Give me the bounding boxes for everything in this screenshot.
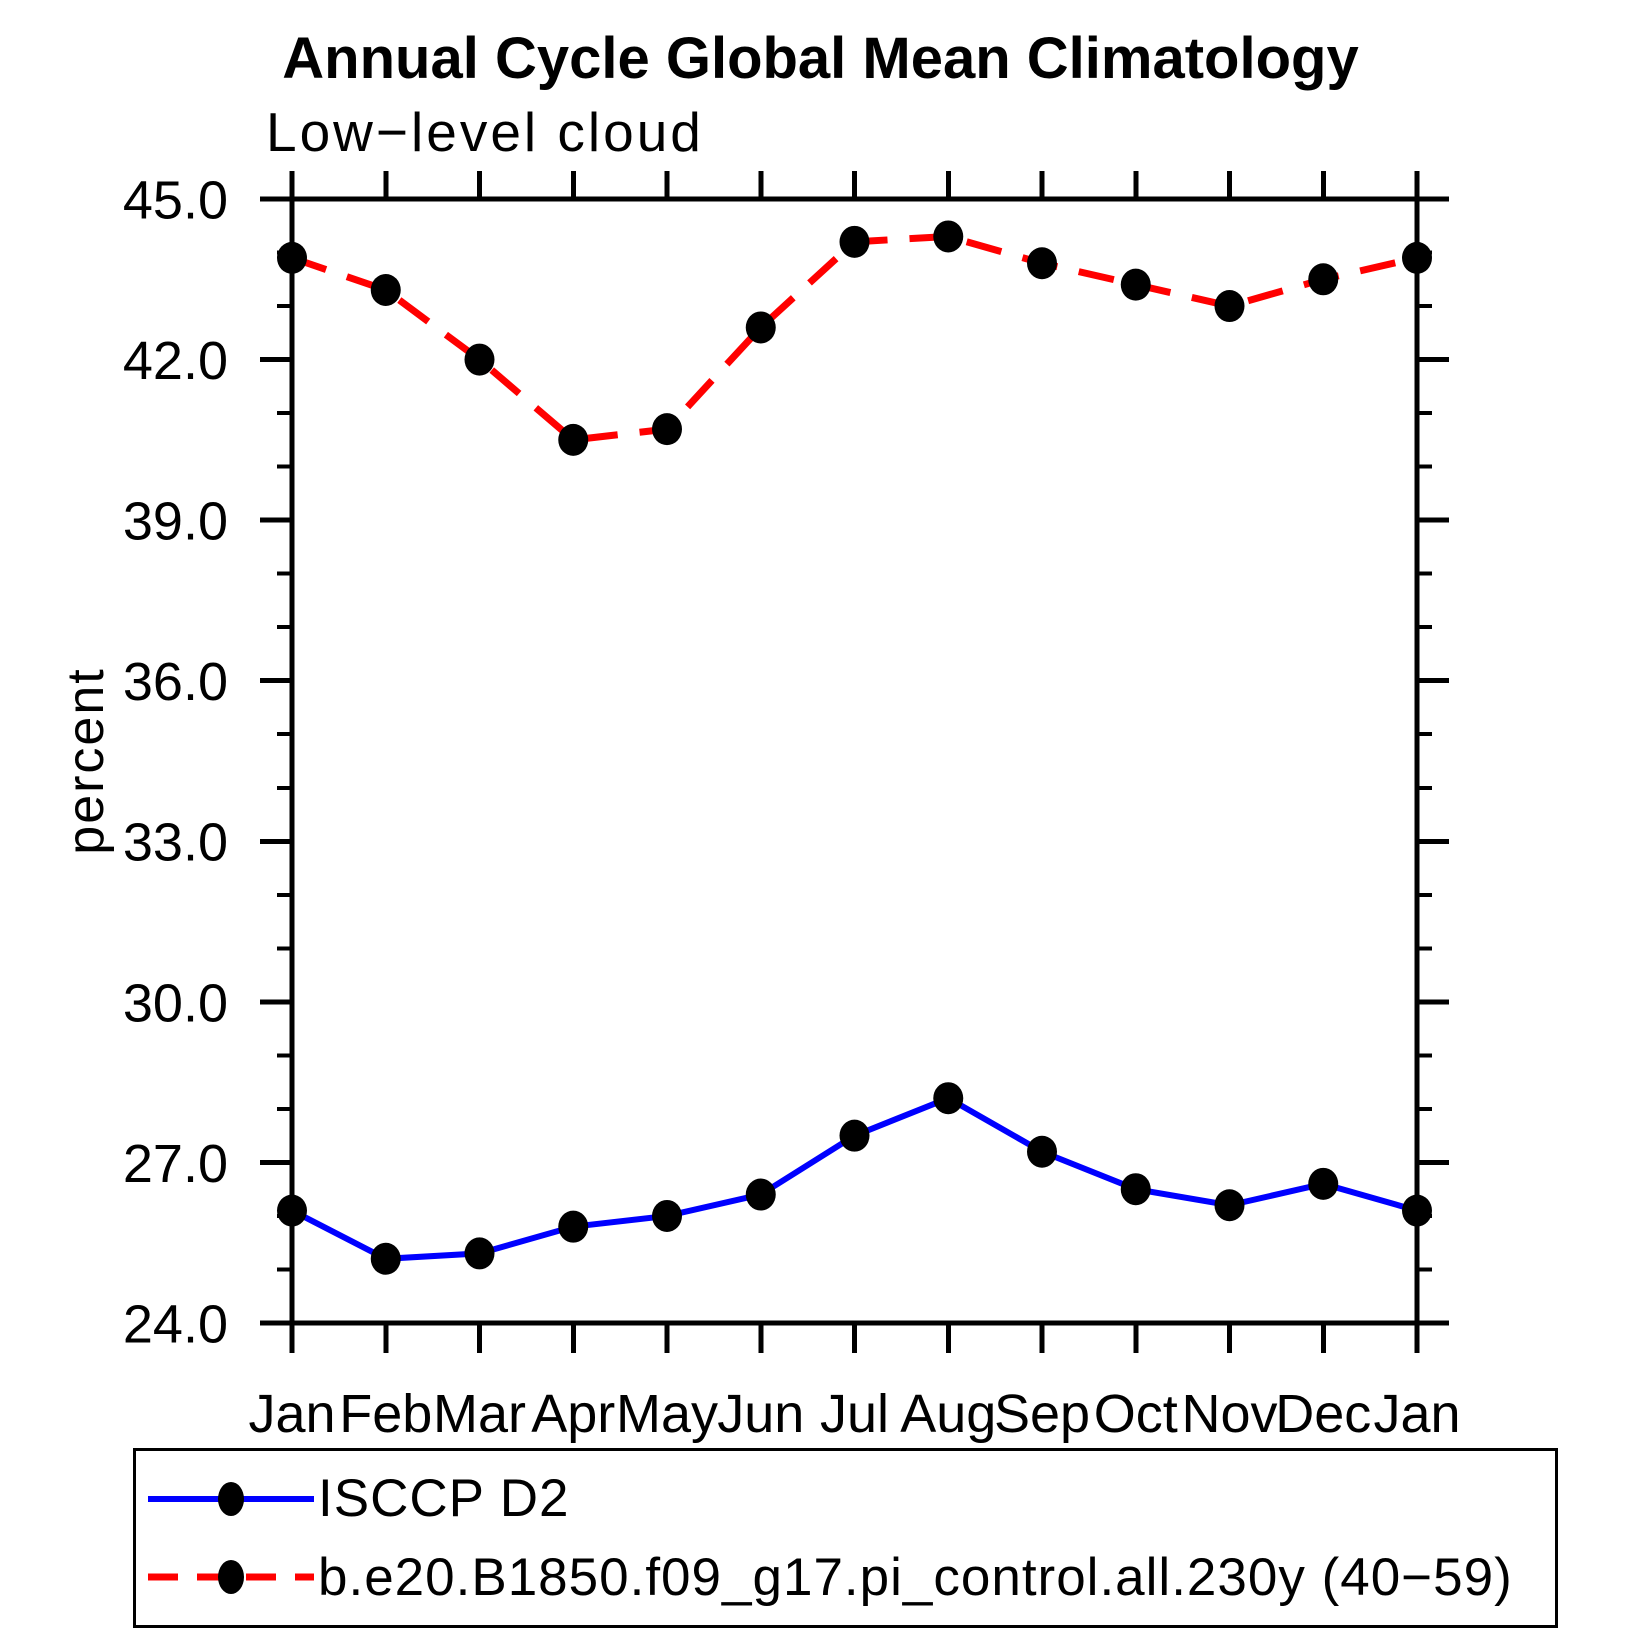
data-point-marker [1308,1167,1339,1200]
x-tick-label: Apr [531,1384,615,1444]
data-point-marker [839,225,870,258]
data-point-marker [558,1210,589,1243]
data-point-marker [464,1237,495,1270]
x-tick-label: Sep [994,1384,1090,1444]
x-tick-label: Nov [1181,1384,1277,1444]
y-tick-label: 30.0 [123,973,228,1033]
legend-marker-dot [218,1481,244,1516]
x-tick-label: Dec [1275,1384,1371,1444]
series-isccp-d2 [277,1082,1432,1275]
data-point-marker [1402,1194,1432,1227]
x-tick-label: Oct [1094,1384,1178,1444]
legend-item: ISCCP D2 [147,1468,1555,1529]
y-tick-label: 45.0 [123,170,228,230]
x-tick-label: Jul [820,1384,889,1444]
series-model-control [277,220,1432,456]
data-point-marker [464,343,495,376]
y-tick-label: 33.0 [123,813,228,873]
data-point-marker [1120,268,1151,301]
series-line [290,232,1418,444]
data-point-marker [933,1082,964,1115]
data-point-marker [558,423,589,456]
x-tick-label: Feb [339,1384,432,1444]
axes [260,171,1449,1353]
legend-item: b.e20.B1850.f09_g17.pi_control.all.230y … [147,1547,1555,1608]
plot-frame [289,196,1420,1326]
data-point-marker [839,1119,870,1152]
x-tick-label: Mar [433,1384,526,1444]
legend: ISCCP D2 b.e20.B1850.f09_g17.pi_control.a… [133,1448,1558,1628]
legend-label: ISCCP D2 [318,1469,570,1529]
data-point-marker [1308,263,1339,296]
y-tick-label: 39.0 [123,492,228,552]
x-tick-label: Jun [717,1384,804,1444]
data-point-marker [745,311,776,344]
data-point-marker [652,1199,682,1232]
data-point-marker [370,1242,401,1275]
data-point-marker [1120,1173,1151,1206]
chart-subtitle: Low−level cloud [266,101,704,163]
data-point-marker [1402,241,1432,274]
data-point-marker [277,241,307,274]
data-point-marker [370,273,401,306]
y-tick-label: 27.0 [123,1134,228,1194]
legend-dashed-line-sample [148,1560,314,1595]
data-point-marker [652,413,682,446]
x-tick-label: Aug [900,1384,996,1444]
x-tick-label: Jan [1373,1384,1460,1444]
data-point-marker [1214,1189,1245,1222]
legend-label: b.e20.B1850.f09_g17.pi_control.all.230y … [318,1547,1513,1607]
y-tick-label: 36.0 [123,652,228,712]
legend-solid-line-sample [148,1481,314,1516]
data-point-marker [1214,290,1245,323]
data-point-marker [745,1178,776,1211]
data-point-marker [1027,247,1057,280]
x-tick-label: May [616,1384,718,1444]
data-point-marker [277,1194,307,1227]
data-point-marker [1027,1135,1057,1168]
legend-marker-dot [218,1560,244,1595]
data-point-marker [933,220,964,253]
x-tick-label: Jan [248,1384,335,1444]
chart-title: Annual Cycle Global Mean Climatology [282,26,1359,91]
y-tick-label: 24.0 [123,1294,228,1354]
y-tick-label: 42.0 [123,331,228,391]
